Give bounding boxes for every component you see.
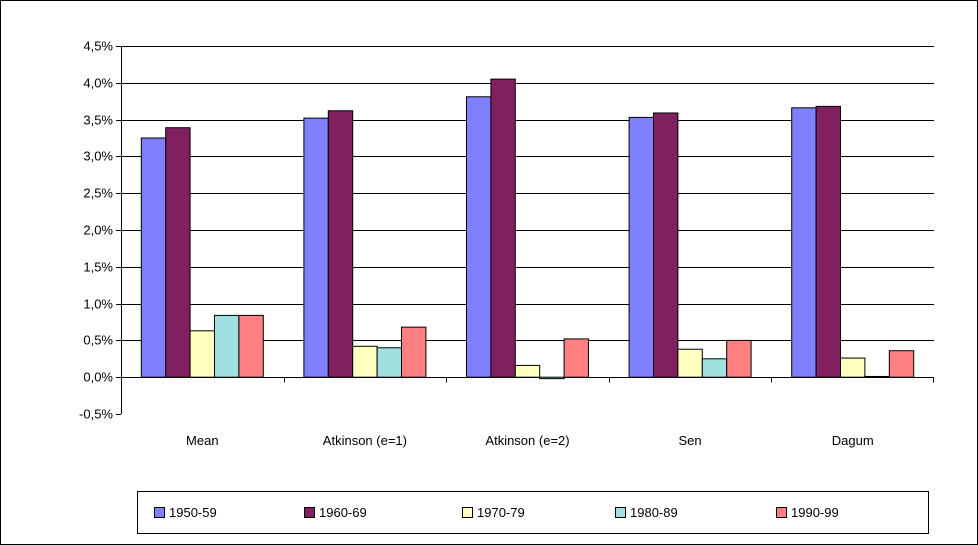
legend-label-1960-69: 1960-69 xyxy=(319,505,367,520)
y-tick-label: 3,0% xyxy=(83,149,113,164)
legend-label-1970-79: 1970-79 xyxy=(477,505,525,520)
bar-1990-99-1 xyxy=(401,326,427,378)
y-tick-label: 1,0% xyxy=(83,297,113,312)
y-tick-label: 2,5% xyxy=(83,186,113,201)
bar-1970-79-2 xyxy=(514,364,541,378)
bar-1990-99-2 xyxy=(563,338,589,378)
bar-1960-69-0 xyxy=(165,127,191,378)
bar-1990-99-4 xyxy=(888,350,915,378)
bar-1960-69-1 xyxy=(327,110,354,378)
legend-swatch-1980-89 xyxy=(615,507,626,518)
bar-1980-89-1 xyxy=(376,347,403,378)
legend-swatch-1960-69 xyxy=(304,507,315,518)
bar-1950-59-3 xyxy=(628,116,654,378)
legend-swatch-1970-79 xyxy=(462,507,473,518)
bar-1960-69-4 xyxy=(815,105,841,378)
legend-label-1950-59: 1950-59 xyxy=(169,505,217,520)
bar-1990-99-3 xyxy=(726,339,752,378)
y-tick-label: 0,0% xyxy=(83,370,113,385)
bar-1950-59-2 xyxy=(466,96,492,378)
y-tick-label: 0,5% xyxy=(83,333,113,348)
bar-1990-99-0 xyxy=(238,314,264,378)
y-tick-label: 1,5% xyxy=(83,260,113,275)
category-label: Sen xyxy=(679,433,702,448)
category-label: Atkinson (e=2) xyxy=(485,433,569,448)
category-label: Atkinson (e=1) xyxy=(323,433,407,448)
bar-1950-59-4 xyxy=(791,107,817,378)
y-tick-label: -0,5% xyxy=(79,407,113,422)
bar-1970-79-0 xyxy=(189,330,216,378)
bar-1980-89-2 xyxy=(539,376,565,380)
category-label: Mean xyxy=(186,433,219,448)
bar-1950-59-1 xyxy=(303,117,329,378)
bar-1960-69-3 xyxy=(653,112,679,378)
bars xyxy=(140,78,915,380)
legend-box xyxy=(137,491,929,534)
y-tick-label: 4,0% xyxy=(83,76,113,91)
bar-1970-79-1 xyxy=(352,345,378,378)
y-tick-label: 2,0% xyxy=(83,223,113,238)
legend-label-1990-99: 1990-99 xyxy=(791,505,839,520)
category-label: Dagum xyxy=(832,433,874,448)
bar-1980-89-4 xyxy=(864,375,890,378)
legend-swatch-1950-59 xyxy=(154,507,165,518)
y-tick-label: 3,5% xyxy=(83,113,113,128)
bar-1960-69-2 xyxy=(490,78,516,378)
y-tick-label: 4,5% xyxy=(83,39,113,54)
legend-swatch-1990-99 xyxy=(776,507,787,518)
legend: 1950-59 1960-69 1970-79 1980-89 1990-99 xyxy=(137,491,929,534)
legend-label-1980-89: 1980-89 xyxy=(630,505,678,520)
bar-1970-79-4 xyxy=(840,357,866,378)
bar-1980-89-3 xyxy=(701,358,728,378)
axis-labels: -0,5% 0,0% 0,5% 1,0% 1,5% 2,0% 2,5% 3,0% 3,5% 4,0… xyxy=(79,39,874,449)
bar-1980-89-0 xyxy=(214,314,240,378)
bar-1970-79-3 xyxy=(677,348,703,378)
bar-1950-59-0 xyxy=(140,137,167,378)
